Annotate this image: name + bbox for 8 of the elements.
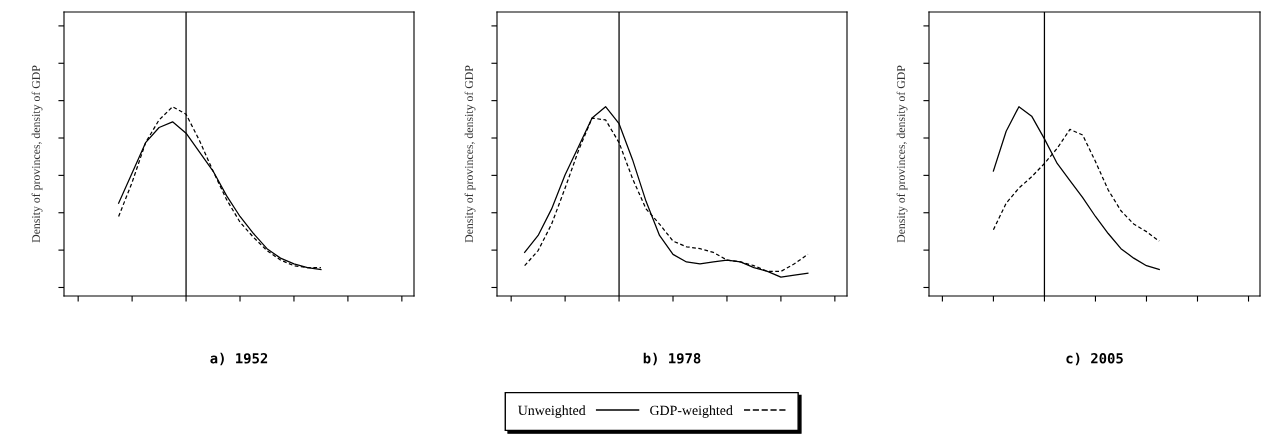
y-axis-title: Density of provinces, density of GDP xyxy=(31,65,43,243)
text: a) 1952 xyxy=(210,352,268,366)
y-axis-title: Density of provinces, density of GDP xyxy=(896,65,908,243)
text: b) 1978 xyxy=(643,352,701,366)
text: c) 2005 xyxy=(1066,352,1123,366)
legend-label: Unweighted xyxy=(518,405,586,418)
legend-label: GDP-weighted xyxy=(650,405,733,418)
y-axis-title: Density of provinces, density of GDP xyxy=(464,65,476,243)
